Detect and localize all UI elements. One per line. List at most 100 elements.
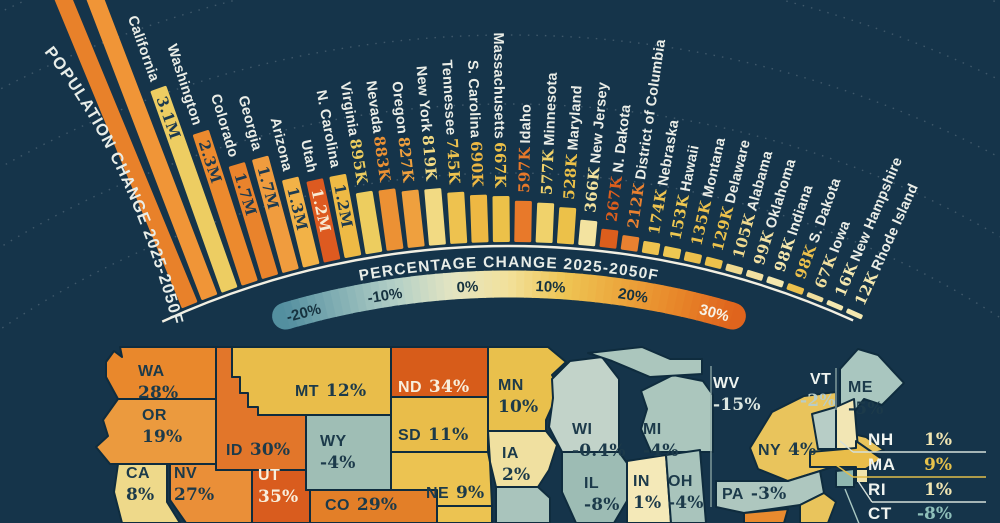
fan-bar-cropped bbox=[16, 0, 198, 309]
fan-bar-rect bbox=[192, 130, 258, 286]
map-label-nv: NV bbox=[174, 465, 197, 482]
fan-bar-cropped bbox=[78, 0, 218, 300]
fan-bar-rect bbox=[282, 176, 320, 268]
map-label-wy: WY bbox=[320, 433, 347, 450]
fan-bar-label: 528K Maryland bbox=[560, 85, 586, 201]
row-value-ri: 1% bbox=[924, 480, 952, 500]
map-value-me: -5% bbox=[848, 399, 884, 419]
fan-bar-rect bbox=[766, 276, 784, 288]
map-label-mn: MN bbox=[498, 377, 524, 394]
row-value-ct: -8% bbox=[917, 504, 952, 523]
callout-value-wv: -15% bbox=[713, 395, 761, 415]
map-label-mt: MT 12% bbox=[295, 381, 366, 401]
map-value-wy: -4% bbox=[320, 453, 356, 473]
fan-bar-massachusetts: Massachusetts 667K bbox=[490, 32, 510, 243]
fan-bar-label: S. Carolina 690K bbox=[464, 60, 486, 188]
fan-bar-minnesota: 577K Minnesota bbox=[535, 71, 561, 244]
map-label-ny: NY 4% bbox=[758, 440, 816, 460]
map-state-ca bbox=[113, 463, 181, 523]
map-label-pa: PA -3% bbox=[722, 484, 786, 504]
fan-bar-rect bbox=[620, 235, 640, 252]
fan-bar-label: 597K Idaho bbox=[515, 104, 534, 193]
map-label-ut: UT bbox=[258, 467, 280, 484]
fan-bar-label: 577K Minnesota bbox=[538, 71, 561, 195]
map-region-mas bbox=[809, 440, 883, 476]
fan-bar-rect bbox=[447, 191, 468, 244]
row-connector-ma bbox=[835, 464, 854, 478]
map-label-co: CO 29% bbox=[325, 495, 397, 515]
map-label-sd: SD 11% bbox=[398, 425, 468, 445]
fan-bar-rect bbox=[599, 228, 619, 249]
fan-bar-rect bbox=[424, 188, 446, 246]
fan-bar-new-jersey: 366K New Jersey bbox=[578, 81, 611, 247]
fan-bar-rect bbox=[514, 200, 532, 243]
fan-bar-tennessee: Tennessee 745K bbox=[438, 59, 468, 244]
map-label-ne: NE 9% bbox=[426, 483, 484, 503]
map-label-me: ME bbox=[848, 379, 873, 396]
map-value-nv: 27% bbox=[174, 485, 214, 505]
fan-bar-rect bbox=[401, 189, 425, 248]
fan-baseline-arc bbox=[161, 244, 854, 323]
legend-tick: -10% bbox=[366, 285, 403, 307]
map-value-ia: 2% bbox=[502, 465, 530, 485]
row-label-ct: CT bbox=[868, 504, 892, 523]
map-state-il bbox=[561, 451, 628, 523]
legend-tick: 20% bbox=[617, 285, 649, 306]
fan-bar-rect bbox=[329, 173, 362, 258]
row-value-ma: 9% bbox=[924, 455, 952, 475]
row-label-ma: MA bbox=[868, 455, 896, 474]
fan-bar-label: 366K New Jersey bbox=[581, 81, 611, 213]
fan-bar-rect bbox=[150, 85, 238, 293]
map-label-ca: CA bbox=[126, 465, 150, 482]
row-connector-nh bbox=[839, 440, 854, 453]
fan-bar-rect bbox=[806, 292, 824, 303]
map-region-nj bbox=[799, 492, 837, 523]
fan-bar-label: Tennessee 745K bbox=[438, 59, 463, 185]
row-connector-ri bbox=[857, 480, 873, 503]
fan-bar-rect bbox=[556, 207, 577, 245]
legend-tick: 0% bbox=[456, 278, 479, 296]
fan-bar-rect bbox=[492, 195, 510, 243]
map-label-id: ID 30% bbox=[226, 440, 290, 460]
row-label-nh: NH bbox=[868, 430, 894, 449]
fan-bar-rect bbox=[252, 155, 299, 273]
map-state-mi-upper bbox=[587, 346, 703, 378]
fan-bar-name: Utah bbox=[297, 138, 320, 174]
map-region-md bbox=[743, 508, 789, 523]
fan-bar-maryland: 528K Maryland bbox=[556, 85, 586, 245]
map-state-mi bbox=[640, 374, 714, 453]
map-value-mi: -4% bbox=[643, 441, 679, 461]
row-label-ri: RI bbox=[868, 480, 886, 499]
fan-bar-rect bbox=[725, 263, 744, 275]
callout-value-vt: -2% bbox=[800, 391, 836, 411]
fan-bar-rect bbox=[378, 188, 404, 251]
map-label-oh: OH bbox=[668, 473, 693, 490]
map-value-il: -8% bbox=[584, 495, 620, 515]
row-connector-ct bbox=[844, 488, 860, 523]
map-label-il: IL bbox=[584, 475, 599, 492]
map-label-nd: ND 34% bbox=[398, 377, 469, 397]
map-state-mt bbox=[231, 346, 392, 416]
fan-bar-new-york: New York 819K bbox=[413, 65, 446, 246]
map-region-mo bbox=[495, 486, 551, 523]
fan-bar-rect bbox=[228, 162, 278, 279]
map-state-in bbox=[626, 454, 672, 523]
fan-bar-rect bbox=[826, 300, 844, 311]
map-value-in: 1% bbox=[633, 493, 661, 513]
fan-bar-oregon: Oregon 827K bbox=[388, 80, 425, 248]
map-value-oh: -4% bbox=[668, 493, 704, 513]
fan-bar-rect bbox=[78, 0, 218, 300]
fan-bar-rect bbox=[641, 240, 661, 256]
map-value-ut: 35% bbox=[258, 487, 298, 507]
fan-bar-rect bbox=[683, 251, 702, 264]
legend-tick: 10% bbox=[535, 278, 566, 297]
callout-label-wv: WV bbox=[713, 375, 740, 392]
callout-label-vt: VT bbox=[810, 371, 831, 388]
map-value-or: 19% bbox=[142, 427, 182, 447]
fan-bar-idaho: 597K Idaho bbox=[514, 104, 535, 243]
fan-bar-rect bbox=[535, 202, 555, 244]
fan-bar-label: Oregon 827K bbox=[388, 80, 417, 184]
